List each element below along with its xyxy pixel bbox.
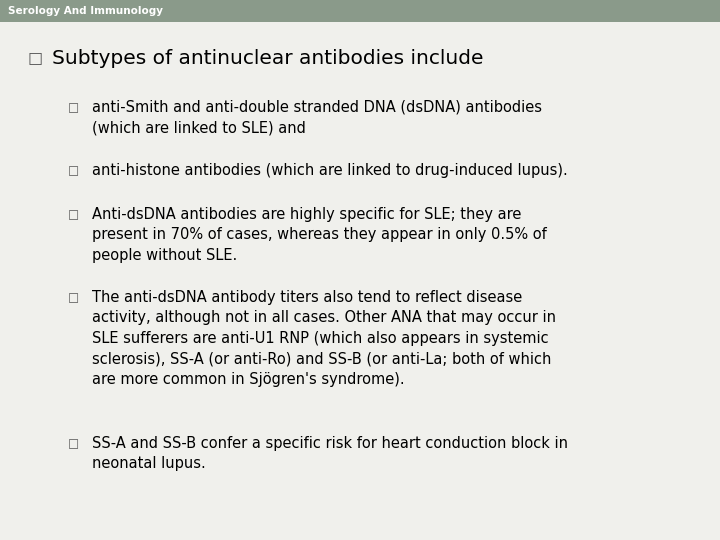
Text: □: □	[68, 437, 79, 450]
Text: □: □	[68, 291, 79, 304]
Text: □: □	[28, 51, 43, 65]
Text: □: □	[68, 208, 79, 221]
Text: SS-A and SS-B confer a specific risk for heart conduction block in
neonatal lupu: SS-A and SS-B confer a specific risk for…	[92, 436, 568, 471]
Text: □: □	[68, 101, 79, 114]
Text: Serology And Immunology: Serology And Immunology	[8, 6, 163, 16]
Text: Anti-dsDNA antibodies are highly specific for SLE; they are
present in 70% of ca: Anti-dsDNA antibodies are highly specifi…	[92, 207, 546, 263]
Text: anti-Smith and anti-double stranded DNA (dsDNA) antibodies
(which are linked to : anti-Smith and anti-double stranded DNA …	[92, 100, 542, 136]
Text: □: □	[68, 164, 79, 177]
Text: The anti-dsDNA antibody titers also tend to reflect disease
activity, although n: The anti-dsDNA antibody titers also tend…	[92, 290, 556, 387]
Text: anti-histone antibodies (which are linked to drug-induced lupus).: anti-histone antibodies (which are linke…	[92, 163, 568, 178]
Bar	[0, 0, 720, 22]
Text: Subtypes of antinuclear antibodies include: Subtypes of antinuclear antibodies inclu…	[52, 49, 484, 68]
